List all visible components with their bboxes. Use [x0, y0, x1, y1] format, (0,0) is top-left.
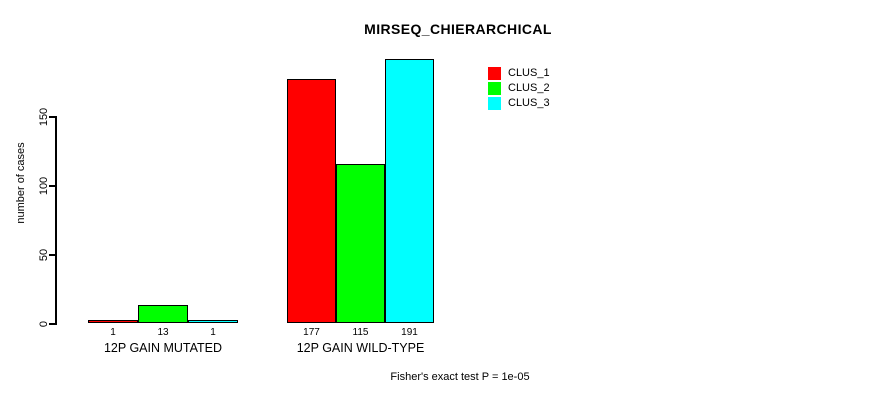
y-tick-mark [49, 254, 55, 256]
legend-label: CLUS_1 [508, 67, 550, 79]
y-tick-label: 150 [38, 107, 50, 127]
bar-value-label: 177 [303, 327, 320, 338]
legend-label: CLUS_3 [508, 97, 550, 109]
y-tick-label: 50 [38, 248, 50, 262]
bar-clus_1-group2 [287, 79, 336, 323]
bar-value-label: 13 [157, 327, 169, 338]
y-tick-label: 100 [38, 176, 50, 196]
legend: CLUS_1 CLUS_2 CLUS_3 [488, 66, 550, 111]
y-tick-mark [49, 185, 55, 187]
y-axis-line [55, 116, 57, 325]
bar-value-label: 1 [210, 327, 216, 338]
fisher-test-annotation: Fisher's exact test P = 1e-05 [390, 371, 530, 383]
bar-value-label: 1 [110, 327, 116, 338]
legend-color-swatch [488, 97, 501, 110]
legend-item: CLUS_3 [488, 96, 550, 111]
bar-clus_2-group2 [336, 164, 385, 323]
x-category-label: 12P GAIN MUTATED [103, 341, 223, 355]
y-tick-mark [49, 116, 55, 118]
bar-clus_2-group1 [138, 305, 188, 323]
bar-clus_3-group2 [385, 59, 434, 323]
y-tick-mark [49, 323, 55, 325]
bar-clus_3-group1 [188, 320, 238, 323]
legend-item: CLUS_1 [488, 66, 550, 81]
bar-value-label: 115 [352, 327, 369, 338]
chart-title: MIRSEQ_CHIERARCHICAL [364, 21, 552, 37]
legend-color-swatch [488, 67, 501, 80]
legend-item: CLUS_2 [488, 81, 550, 96]
x-category-label: 12P GAIN WILD-TYPE [296, 341, 425, 355]
legend-color-swatch [488, 82, 501, 95]
bar-value-label: 191 [401, 327, 418, 338]
y-tick-label: 0 [38, 320, 50, 328]
y-axis-label: number of cases [15, 142, 27, 224]
bar-clus_1-group1 [88, 320, 138, 323]
legend-label: CLUS_2 [508, 82, 550, 94]
